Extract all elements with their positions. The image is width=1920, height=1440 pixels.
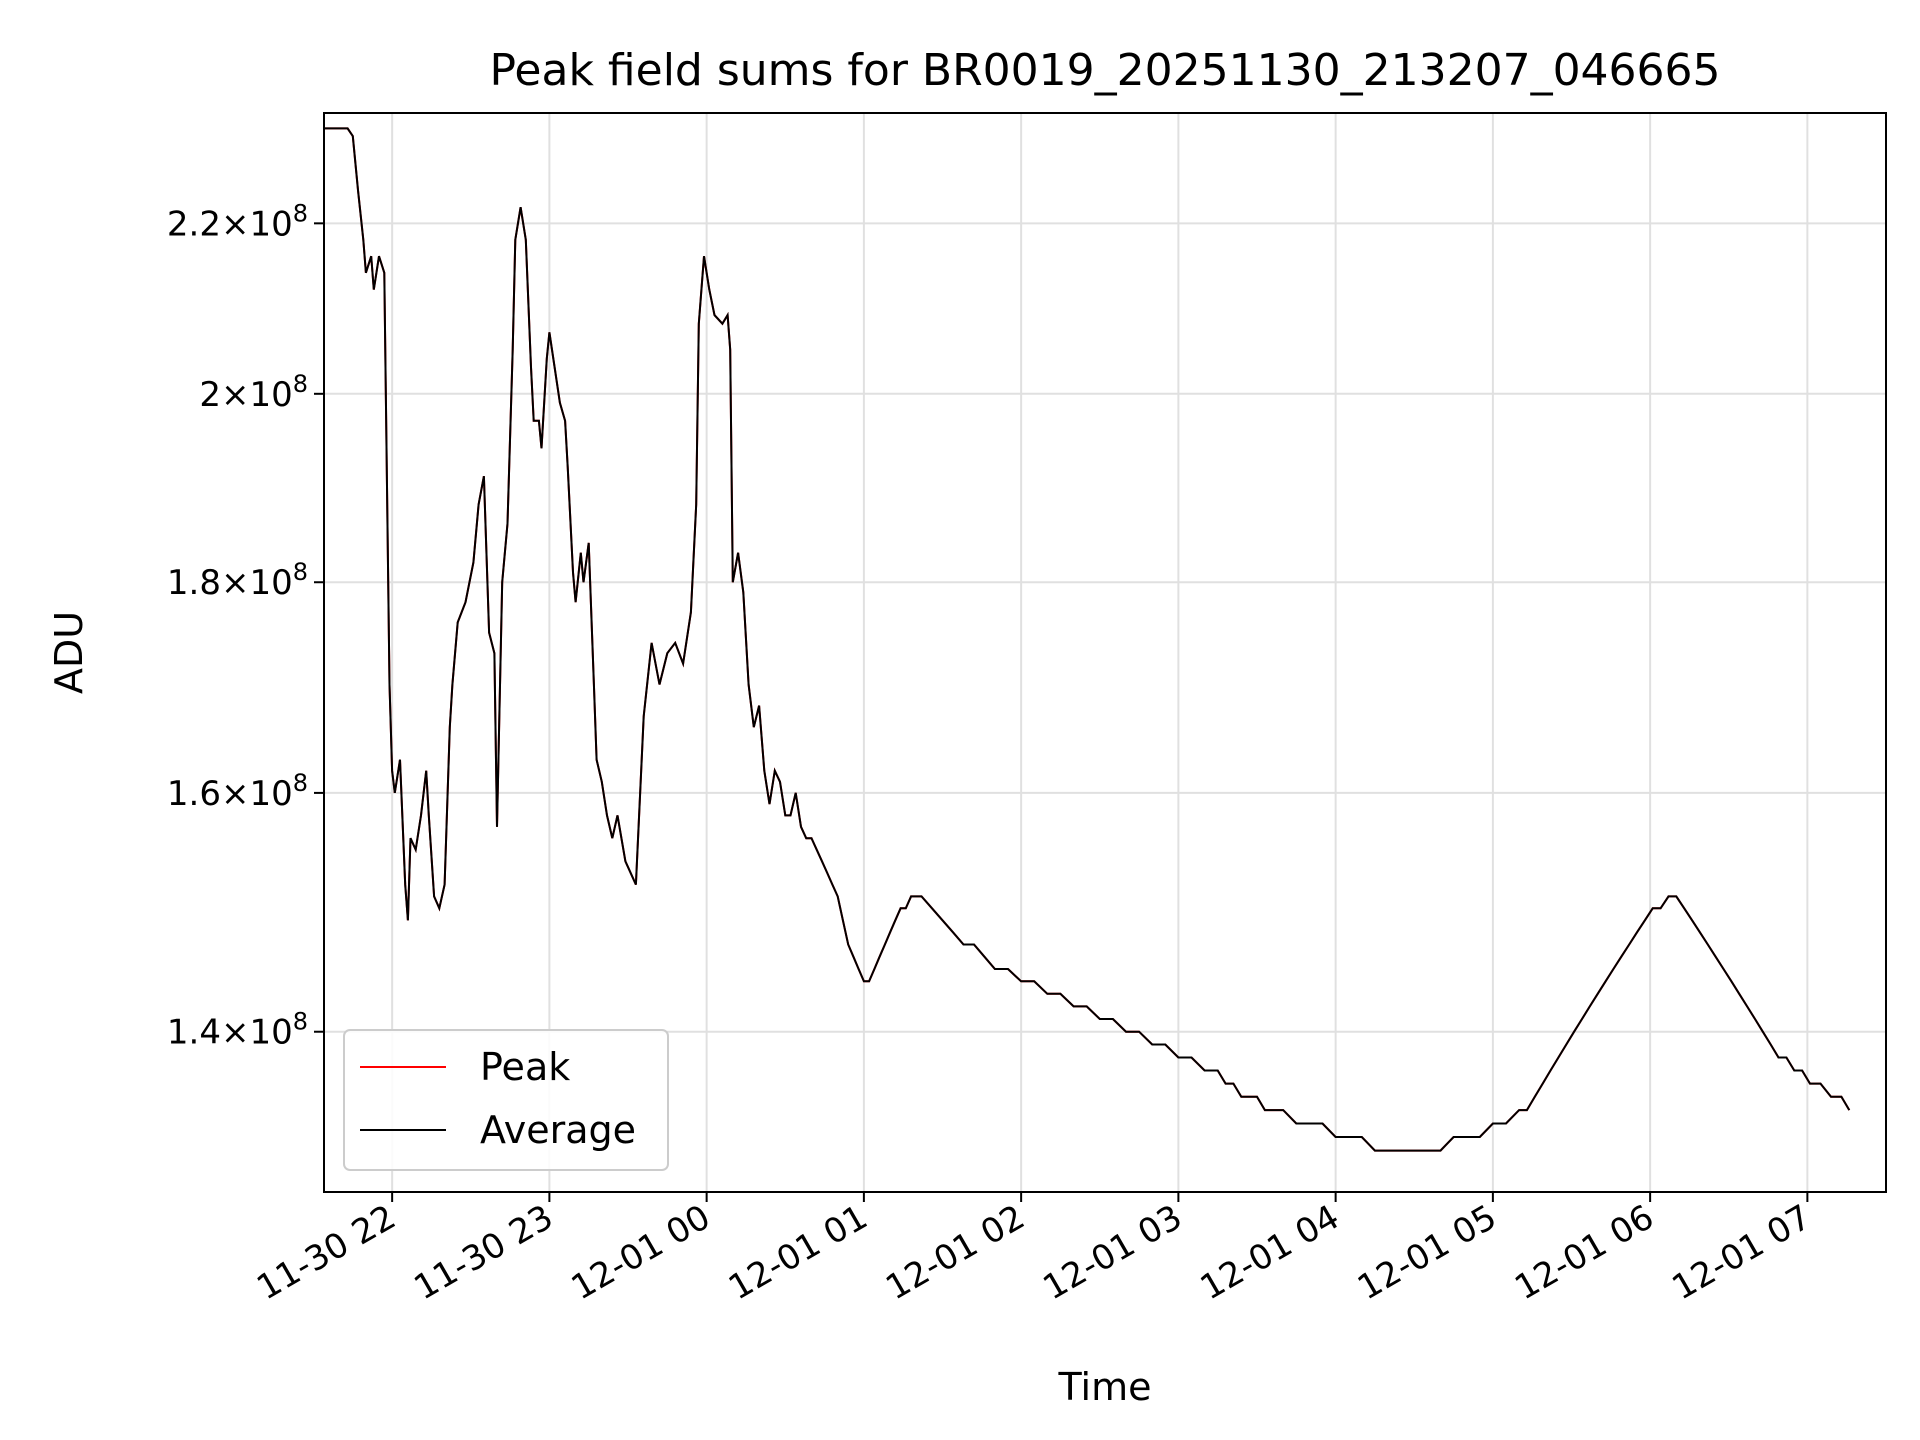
x-tick-label: 11-30 23 bbox=[407, 1197, 559, 1308]
legend-box bbox=[343, 1029, 669, 1171]
y-tick-label: 1.8×108 bbox=[167, 558, 308, 603]
chart-title: Peak field sums for BR0019_20251130_2132… bbox=[489, 45, 1720, 96]
x-tick-label: 12-01 00 bbox=[565, 1197, 717, 1308]
x-tick-label: 12-01 04 bbox=[1194, 1197, 1346, 1308]
x-tick-label: 12-01 06 bbox=[1508, 1197, 1660, 1308]
x-tick-label: 12-01 02 bbox=[879, 1197, 1031, 1308]
x-tick-label: 11-30 22 bbox=[250, 1197, 402, 1308]
x-axis-label: Time bbox=[1058, 1365, 1152, 1409]
y-axis-label: ADU bbox=[47, 611, 91, 694]
series-layer bbox=[324, 127, 1851, 1152]
y-tick-label: 1.4×108 bbox=[167, 1008, 308, 1053]
legend-peak-label: Peak bbox=[480, 1045, 570, 1089]
x-tick-label: 12-01 05 bbox=[1351, 1197, 1503, 1308]
plot-frame bbox=[323, 112, 1887, 1193]
peak-series-line bbox=[324, 127, 1851, 1152]
legend-average-label: Average bbox=[480, 1108, 636, 1152]
x-tick-label: 12-01 01 bbox=[722, 1197, 874, 1308]
y-tick-label: 2.2×108 bbox=[167, 199, 308, 244]
y-tick-label: 2×108 bbox=[199, 370, 308, 415]
x-tick-label: 12-01 07 bbox=[1665, 1197, 1817, 1308]
average-series-line bbox=[324, 127, 1851, 1152]
y-tick-label: 1.6×108 bbox=[167, 769, 308, 814]
x-tick-label: 12-01 03 bbox=[1036, 1197, 1188, 1308]
legend: Peak Average bbox=[343, 1029, 669, 1171]
